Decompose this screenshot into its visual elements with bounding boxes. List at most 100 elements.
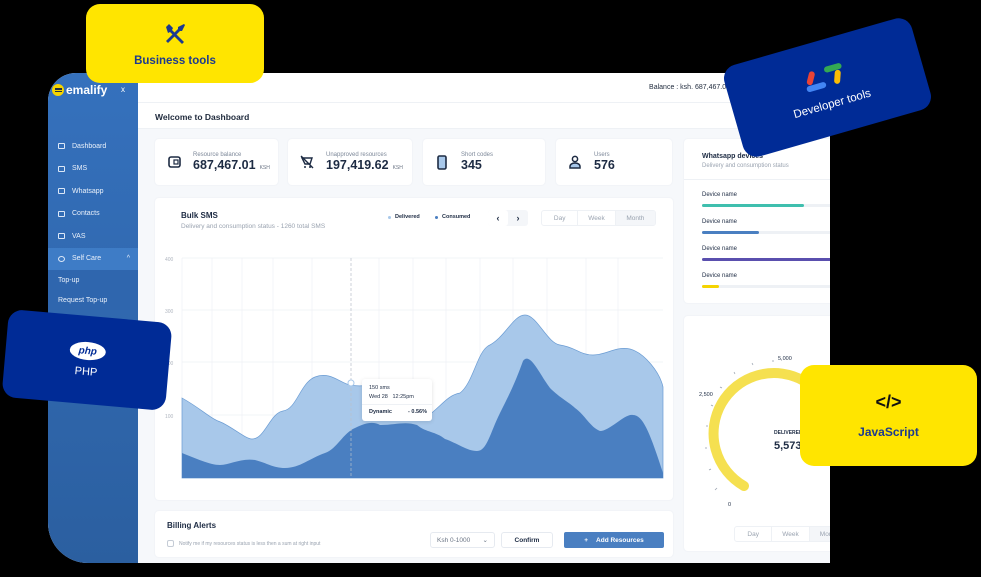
threshold-select[interactable]: Ksh 0-1000 ⌄ [430,532,495,548]
support-icon [58,255,65,262]
stat-value: 576 [594,158,615,172]
gauge-label-max: 5,000 [778,356,792,362]
google-developers-icon [806,62,841,92]
sidebar-item-whatsapp[interactable]: Whatsapp [48,180,138,203]
gauge-center-label: DELIVERED [774,430,803,436]
checkbox[interactable] [167,540,174,547]
title-bar: Welcome to Dashboard [138,103,830,129]
tooltip-day: Wed 28 [369,394,388,400]
chevron-left-icon[interactable]: ‹ [488,210,508,226]
contacts-icon [58,210,65,217]
legend-delivered: Delivered [388,214,420,220]
sidebar-item-vas[interactable]: VAS [48,225,138,248]
gauge-label-mid: 2,500 [699,392,713,398]
chevron-right-icon[interactable]: › [516,213,520,223]
tooltip-metric-value: - 0.56% [408,409,427,415]
sidebar-subitem-top-up[interactable]: Top-up [48,270,138,290]
card-subtitle: Delivery and consumption status [702,163,789,169]
legend-label: Delivered [395,214,420,220]
card-title: Billing Alerts [167,521,217,530]
gauge-center-value: 5,573 [774,440,802,452]
wallet-icon [167,155,181,169]
notify-checkbox-row[interactable]: Notify me if my resources status is less… [167,540,320,547]
php-badge: php PHP [1,309,173,411]
stat-card-users: Users 576 [556,139,672,185]
chart-pager: ‹ › [488,210,528,226]
page-title: Welcome to Dashboard [155,112,250,122]
tooltip-value: 150 sms [369,385,390,391]
close-sidebar-button[interactable]: x [121,85,125,94]
sidebar-item-contacts[interactable]: Contacts [48,203,138,226]
add-resources-button[interactable]: + Add Resources [564,532,664,548]
device-name: Device name [702,246,738,252]
sidebar-item-self-care[interactable]: Self Care ^ [48,247,138,270]
button-label: Add Resources [596,536,644,544]
device-name: Device name [702,192,738,198]
period-week[interactable]: Week [578,211,616,225]
stat-value: 197,419.62 [326,158,389,172]
tooltip-time: 12:25pm [392,394,414,400]
stat-card-resource-balance: Resource balance 687,467.01 KSH [155,139,278,185]
plus-icon: + [584,536,589,544]
gauge-period-toggle: Day Week Month [734,526,830,542]
stat-card-short-codes: Short codes 345 [423,139,545,185]
tools-icon [166,23,185,44]
stat-label: Users [594,152,610,158]
sidebar-subitem-request-top-up[interactable]: Request Top-up [48,290,138,310]
legend-label: Consumed [442,214,471,220]
stat-label: Unapproved resources [326,152,387,158]
card-title: Whatsapp devices [702,153,764,160]
code-icon: </> [875,392,902,412]
device-row: Device name [702,273,830,288]
select-value: Ksh 0-1000 [437,536,471,544]
tooltip-metric-label: Dynamic [369,409,392,415]
stat-unit: KSH [259,165,270,171]
home-icon [58,143,65,150]
period-month[interactable]: Month [615,211,655,225]
area-chart: 400 300 200 100 [165,257,664,479]
svg-text:100: 100 [165,414,174,420]
stat-label: Resource balance [193,152,242,158]
sidebar-item-sms[interactable]: SMS [48,158,138,181]
svg-text:300: 300 [165,309,174,315]
nav-label: Contacts [72,210,100,218]
card-subtitle: Delivery and consumption status - 1260 t… [181,223,326,230]
chat-icon [58,188,65,195]
device-row: Device name [702,246,830,261]
legend-dot [388,215,391,219]
chevron-down-icon: ⌄ [482,537,488,544]
period-toggle: Day Week Month [541,210,656,226]
device-row: Device name [702,192,830,207]
sidebar-item-dashboard[interactable]: Dashboard [48,135,138,158]
confirm-button[interactable]: Confirm [501,532,553,548]
period-day[interactable]: Day [735,527,773,541]
chevron-up-icon: ^ [126,255,130,263]
balance-display: Balance : ksh. 687,467.01 [649,84,730,91]
period-month[interactable]: Month [809,527,830,541]
svg-text:200: 200 [165,361,174,367]
whatsapp-devices-card: Whatsapp devices Delivery and consumptio… [684,139,830,303]
stat-label: Short codes [461,152,494,158]
card-title: Bulk SMS [181,211,218,220]
svg-text:400: 400 [165,257,174,263]
phone-icon [435,154,449,170]
nav-label: Whatsapp [72,187,104,195]
javascript-badge: </> JavaScript [800,365,977,466]
period-week[interactable]: Week [772,527,810,541]
bulk-sms-card: Bulk SMS Delivery and consumption status… [155,198,673,500]
brand-logo: emalify [52,83,107,97]
device-name: Device name [702,219,738,225]
gauge-label-min: 0 [728,502,731,508]
period-day[interactable]: Day [542,211,579,225]
logo-icon [52,84,64,96]
brand-name: emalify [66,83,108,97]
user-icon [568,155,582,169]
nav-label: VAS [72,232,86,240]
badge-label: JavaScript [858,425,919,439]
briefcase-icon [58,233,65,240]
nav-label: Self Care [72,255,102,263]
stat-unit: KSH [392,165,403,171]
cart-off-icon [300,155,314,169]
mail-icon [58,165,65,172]
nav-label: SMS [72,165,88,173]
